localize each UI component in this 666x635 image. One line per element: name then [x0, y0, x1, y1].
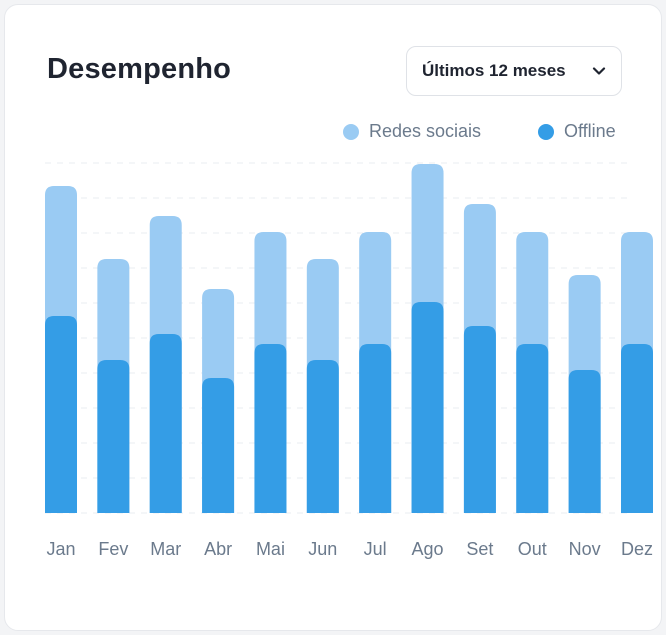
x-tick-label: Out	[518, 539, 547, 559]
legend-item-offline: Offline	[538, 121, 616, 142]
chevron-down-icon	[591, 63, 607, 79]
period-select[interactable]: Últimos 12 meses	[406, 46, 622, 96]
x-tick-label: Jul	[364, 539, 387, 559]
x-tick-label: Mai	[256, 539, 285, 559]
bar-offline-jul[interactable]	[359, 344, 392, 513]
card-title: Desempenho	[47, 53, 232, 85]
x-tick-label: Set	[466, 539, 493, 559]
period-select-label: Últimos 12 meses	[422, 61, 566, 80]
x-tick-label: Dez	[621, 539, 653, 559]
x-tick-label: Abr	[204, 539, 232, 559]
bar-offline-abr[interactable]	[202, 378, 235, 513]
legend-label-offline: Offline	[564, 121, 616, 141]
legend-item-redes-sociais: Redes sociais	[343, 121, 481, 142]
legend-dot-redes-sociais	[343, 123, 359, 140]
x-tick-label: Fev	[98, 539, 128, 559]
bar-offline-jun[interactable]	[306, 360, 339, 513]
bar-offline-out[interactable]	[516, 344, 549, 513]
bar-offline-dez[interactable]	[621, 344, 653, 513]
bar-offline-set[interactable]	[463, 326, 496, 513]
x-tick-label: Jun	[308, 539, 337, 559]
bar-offline-mar[interactable]	[149, 334, 182, 513]
bar-offline-nov[interactable]	[568, 370, 601, 513]
x-tick-label: Mar	[150, 539, 181, 559]
x-tick-label: Nov	[569, 539, 601, 559]
x-tick-label: Jan	[46, 539, 75, 559]
bar-offline-fev[interactable]	[97, 360, 130, 513]
bar-offline-mai[interactable]	[254, 344, 287, 513]
legend-label-redes-sociais: Redes sociais	[369, 121, 482, 141]
bar-offline-jan[interactable]	[45, 316, 77, 513]
x-tick-label: Ago	[412, 539, 444, 559]
bar-offline-ago[interactable]	[411, 302, 444, 513]
legend-dot-offline	[538, 123, 554, 140]
